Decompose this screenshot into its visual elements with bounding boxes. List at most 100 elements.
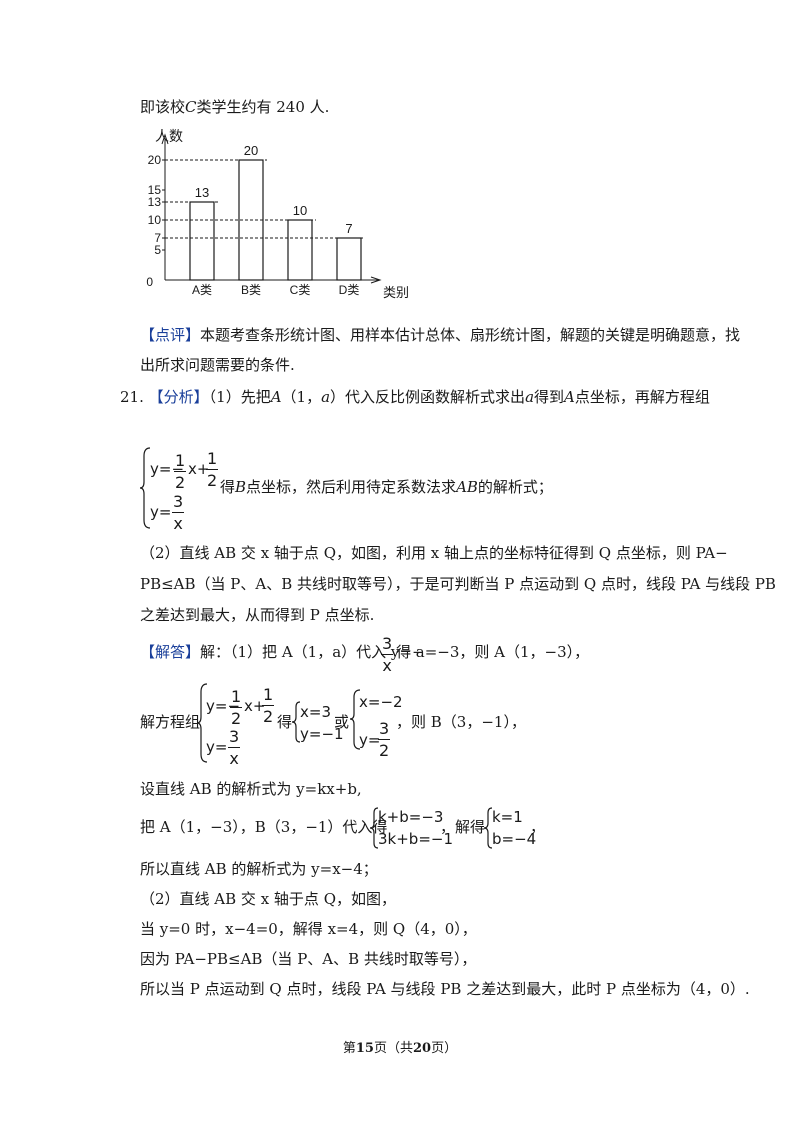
part2-line-2: PB≤AB（当 P、A、B 共线时取等号），于是可判断当 P 点运动到 Q 点时… [140, 575, 776, 593]
analysis-text: ）代入反比例函数解析式求出 [330, 388, 526, 406]
eq-text: y= [150, 503, 172, 521]
bar [189, 201, 215, 281]
var-b-point: B [235, 478, 247, 496]
eq-text: x+ [188, 460, 210, 478]
eq-text: x+ [244, 697, 266, 715]
review-text-2: 出所求问题需要的条件. [140, 356, 295, 374]
frac-den: 2 [379, 741, 390, 760]
answer-line-6: （2）直线 AB 交 x 轴于点 Q，如图， [140, 890, 396, 908]
left-brace [350, 689, 361, 750]
system1-tail: 得B点坐标，然后利用待定系数法求AB的解析式； [220, 480, 553, 495]
frac-den: 2 [263, 707, 274, 726]
solution-y: y=−1 [300, 725, 344, 743]
left-brace [292, 701, 301, 743]
answer-text: ， [530, 818, 546, 836]
left-brace [197, 683, 208, 763]
x-axis-arrow [370, 276, 382, 284]
result-2: b=−4 [492, 830, 537, 848]
x-axis-label: 类别 [383, 285, 409, 300]
frac-num: 3 [378, 719, 391, 740]
category-label: D类 [339, 283, 360, 297]
y-axis-arrow [161, 133, 169, 145]
question-number: 21. [120, 388, 144, 406]
left-brace [370, 807, 379, 849]
solution-x: x=−2 [359, 693, 403, 711]
intro-line: 即该校C类学生约有 240 人. [140, 100, 329, 115]
bar-value-label: 20 [244, 143, 258, 158]
analysis-text: 点坐标，再解方程组 [574, 388, 710, 406]
bar [336, 237, 362, 281]
category-label: C类 [290, 283, 311, 297]
frac-num: 3 [172, 492, 185, 513]
left-brace [140, 447, 151, 529]
frac-den: 2 [207, 471, 218, 490]
eq-text: y=− [150, 460, 185, 478]
answer-text: 把 A（1，−3），B（3，−1）代入得 [140, 818, 388, 836]
intro-text-c: 类学生约有 240 人. [196, 98, 330, 116]
page-footer: 第15页（共20页） [0, 1042, 800, 1055]
answer-text: 解：（1）把 A（1，a）代入 y=− [200, 643, 425, 661]
answer-tag: 【解答】 [140, 643, 201, 661]
frac-num: 1 [230, 687, 243, 708]
frac-den: 2 [231, 709, 242, 728]
var-a-point: A [564, 388, 575, 406]
bar-value-label: 13 [195, 185, 209, 200]
analysis-tag: 【分析】 [148, 388, 209, 406]
answer-line-5: 所以直线 AB 的解析式为 y=x−4； [140, 860, 378, 878]
q21-analysis-line: 21. 【分析】（1）先把A（1，a）代入反比例函数解析式求出a得到A点坐标，再… [120, 390, 710, 405]
answer-line-3: 设直线 AB 的解析式为 y=kx+b, [140, 780, 362, 798]
review-tag: 【点评】 [140, 326, 201, 344]
page-number: 15 [355, 1041, 374, 1056]
var-a: a [525, 388, 535, 406]
left-brace [484, 807, 493, 849]
y-tick-label: 7 [154, 231, 161, 245]
eq-text: 得 [277, 713, 293, 731]
frac-den: 2 [175, 473, 186, 492]
eq-2: 3k+b=−1 [378, 830, 453, 848]
bar [287, 219, 313, 281]
analysis-text: 得到 [534, 388, 565, 406]
answer-text: 解方程组 [140, 713, 201, 731]
frac-den: x [173, 514, 183, 533]
footer-text: 页（共 [373, 1041, 413, 1056]
answer-text: ，则 B（3，−1）， [396, 713, 526, 731]
eq-text: y=− [206, 697, 241, 715]
eq-text: 的解析式； [477, 478, 553, 496]
eq-text: y= [206, 738, 228, 756]
bar-value-label: 7 [345, 221, 352, 236]
eq-1: k+b=−3 [378, 808, 444, 826]
y-tick-label: 10 [148, 213, 162, 227]
frac-den: x [229, 749, 239, 768]
var-a-point: A [270, 388, 282, 406]
solution-x: x=3 [300, 703, 331, 721]
intro-text-a: 即该校 [140, 98, 186, 116]
y-tick-label: 0 [146, 275, 153, 289]
y-tick-label: 13 [148, 195, 162, 209]
answer-line-9: 所以当 P 点运动到 Q 点时，线段 PA 与线段 PB 之差达到最大，此时 P… [140, 980, 750, 998]
category-label: B类 [241, 283, 261, 297]
solution-y: y= [359, 731, 381, 749]
page-total: 20 [413, 1041, 432, 1056]
answer-line-7: 当 y=0 时，x−4=0，解得 x=4，则 Q（4，0）， [140, 920, 477, 938]
answer-line-8: 因为 PA−PB≤AB（当 P、A、B 共线时取等号）， [140, 950, 477, 968]
frac-num: 1 [206, 449, 219, 470]
frac-num: 3 [228, 727, 241, 748]
eq-text: 点坐标，然后利用待定系数法求 [246, 478, 457, 496]
frac-num: 1 [262, 685, 275, 706]
bar-value-label: 10 [293, 203, 307, 218]
eq-text: 得 [220, 478, 236, 496]
var-a: a [321, 388, 331, 406]
intro-var-c: C [185, 98, 197, 116]
part2-line-3: 之差达到最大，从而得到 P 点坐标. [140, 606, 375, 624]
answer-text: ，解得 [440, 818, 486, 836]
category-label: A类 [192, 283, 212, 297]
y-tick-label: 15 [148, 183, 162, 197]
analysis-text: （1）先把 [208, 388, 271, 406]
review-line-2: 出所求问题需要的条件. [140, 358, 295, 373]
